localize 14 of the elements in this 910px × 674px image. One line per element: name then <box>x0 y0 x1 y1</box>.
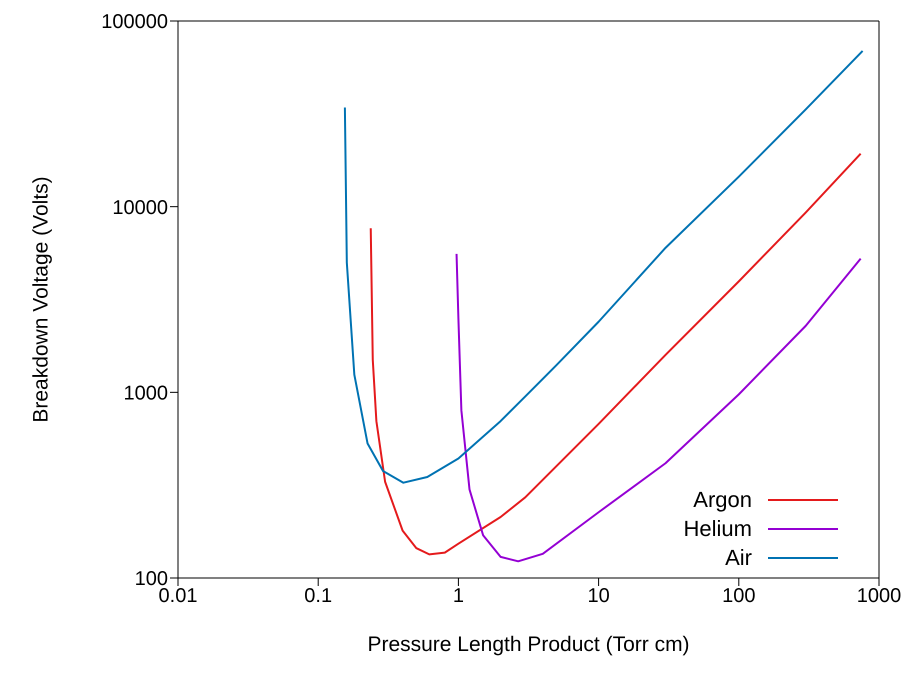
y-tick-label: 100000 <box>101 11 168 34</box>
x-axis-title: Pressure Length Product (Torr cm) <box>367 632 690 656</box>
x-tick-label: 0.1 <box>304 585 332 608</box>
x-tick-label: 1000 <box>856 585 902 608</box>
y-tick-label: 10000 <box>112 196 168 219</box>
y-axis-title: Breakdown Voltage (Volts) <box>29 176 52 423</box>
x-tick-label: 10 <box>587 585 610 608</box>
y-tick-label: 1000 <box>124 382 168 404</box>
legend-label: Helium <box>684 516 752 542</box>
x-tick-label: 0.01 <box>158 585 198 608</box>
legend-label: Air <box>725 544 752 570</box>
x-tick-label: 1 <box>452 585 464 608</box>
legend-label: Argon <box>693 486 752 512</box>
x-tick-label: 100 <box>722 585 756 608</box>
